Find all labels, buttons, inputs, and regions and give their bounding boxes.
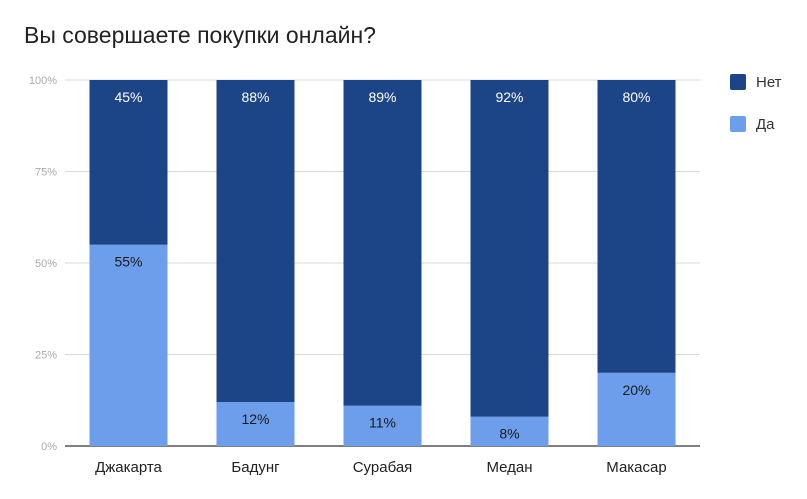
- legend-item-no[interactable]: Нет: [730, 72, 782, 92]
- bar-yes: [343, 405, 422, 446]
- y-tick-label: 0%: [41, 441, 57, 453]
- x-tick-label: Бадунг: [231, 459, 280, 476]
- x-tick-label: Джакарта: [95, 459, 162, 476]
- data-label: 89%: [368, 89, 396, 105]
- data-label: 88%: [241, 89, 269, 105]
- bar-yes: [597, 372, 676, 446]
- data-label: 11%: [369, 415, 396, 431]
- data-label: 80%: [622, 89, 650, 105]
- bar-no: [470, 80, 549, 417]
- bar-yes: [89, 244, 168, 446]
- legend-label-yes: Да: [756, 115, 775, 133]
- bar-no: [343, 80, 422, 406]
- y-tick-label: 25%: [35, 350, 57, 362]
- legend: Нет Да: [730, 72, 782, 156]
- data-label: 45%: [114, 89, 142, 105]
- legend-label-no: Нет: [756, 73, 782, 91]
- bar-no: [597, 80, 676, 373]
- x-tick-label: Медан: [486, 459, 532, 476]
- y-tick-label: 50%: [35, 258, 57, 270]
- bar-yes: [216, 402, 295, 446]
- legend-swatch-yes: [730, 116, 746, 132]
- y-tick-label: 75%: [35, 167, 57, 179]
- data-label: 12%: [241, 411, 269, 427]
- legend-item-yes[interactable]: Да: [730, 114, 782, 134]
- data-label: 92%: [495, 89, 523, 105]
- bar-yes: [470, 416, 549, 446]
- legend-swatch-no: [730, 74, 746, 90]
- data-label: 55%: [114, 254, 142, 270]
- x-tick-label: Сурабая: [353, 459, 413, 476]
- x-tick-label: Макасар: [606, 459, 666, 476]
- bar-no: [89, 80, 168, 245]
- data-label: 20%: [622, 382, 650, 398]
- bar-no: [216, 80, 295, 403]
- y-tick-label: 100%: [29, 75, 57, 87]
- data-label: 8%: [499, 426, 519, 442]
- chart-title: Вы совершаете покупки онлайн?: [24, 22, 376, 48]
